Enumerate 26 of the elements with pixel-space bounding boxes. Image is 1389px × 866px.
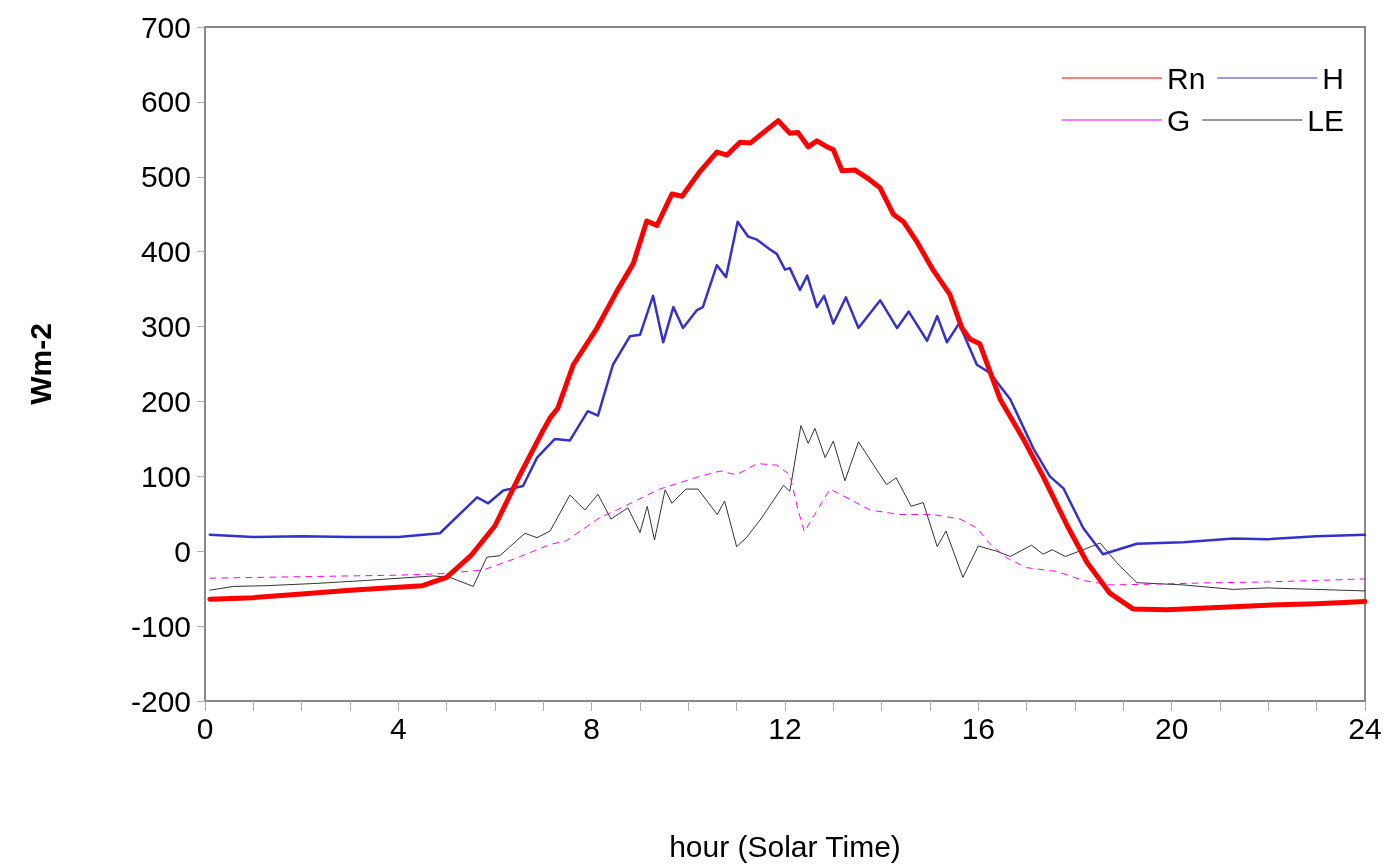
x-tick-label: 4 [389,711,407,745]
x-tick-label: 24 [1348,711,1382,745]
line-series [209,424,1366,592]
y-axis-title: Wm-2 [23,323,57,405]
x-tick-label: 20 [1154,711,1189,745]
x-tick-label: 0 [196,711,214,745]
y-tick-label: -100 [130,609,191,643]
y-tick-label: 400 [140,235,191,269]
x-tick-label: 12 [768,711,802,745]
legend-label: H [1322,61,1344,95]
y-tick-label: 300 [140,310,191,344]
x-tick-label: 16 [961,711,996,745]
legend-label: Rn [1166,61,1206,95]
y-tick-label: 700 [140,10,191,44]
y-tick-label: 200 [140,384,191,418]
legend-label: LE [1307,103,1345,137]
line-series [208,220,1367,556]
y-tick-label: 500 [140,160,191,194]
y-tick-label: 100 [140,459,191,493]
y-tick-label: 600 [140,85,191,119]
x-tick-label: 8 [583,711,601,745]
y-tick-label: -200 [130,684,191,718]
x-axis-title: hour (Solar Time) [669,829,901,863]
legend-label: G [1166,103,1191,137]
line-series [209,463,1366,586]
y-tick-label: 0 [174,534,191,568]
